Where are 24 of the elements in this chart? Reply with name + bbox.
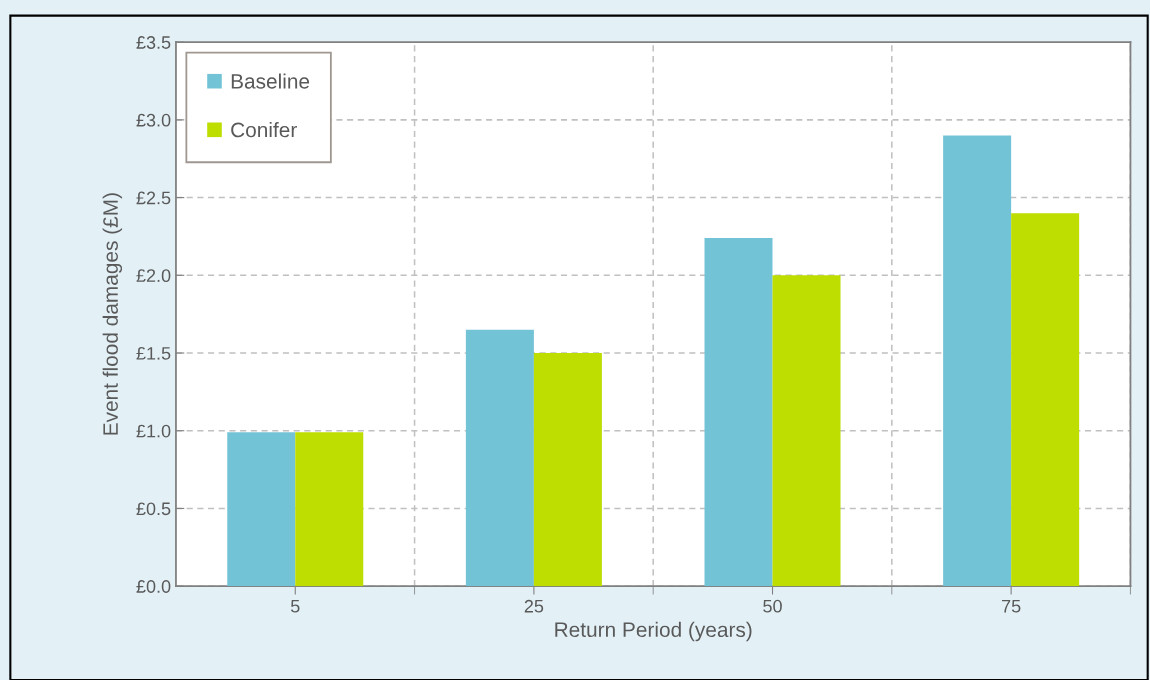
bar xyxy=(295,432,364,587)
y-tick-label: £2.5 xyxy=(136,191,171,205)
y-axis-title: Event flood damages (£M) xyxy=(102,193,123,435)
y-tick-label: £1.5 xyxy=(136,346,171,360)
bar xyxy=(533,353,602,587)
bar xyxy=(943,135,1012,587)
x-tick-label: 50 xyxy=(763,599,782,613)
x-axis-title: Return Period (years) xyxy=(555,621,752,642)
y-tick-label: £0.5 xyxy=(136,502,171,516)
x-tick-label: 75 xyxy=(1002,600,1021,613)
y-tick-label: £2.0 xyxy=(136,269,171,283)
bar xyxy=(227,432,296,587)
bar xyxy=(465,329,534,587)
legend-label: Baseline xyxy=(231,73,310,89)
bar xyxy=(772,275,841,587)
y-tick-label: £1.0 xyxy=(136,424,171,438)
y-tick-label: £3.0 xyxy=(136,113,171,127)
x-tick-label: 25 xyxy=(524,599,544,613)
y-tick-label: £3.5 xyxy=(136,36,171,49)
bar xyxy=(1011,213,1080,587)
legend-label: Conifer xyxy=(231,122,297,138)
y-tick-label: £0.0 xyxy=(136,580,171,593)
x-tick-label: 5 xyxy=(290,600,300,613)
bar xyxy=(704,238,773,587)
